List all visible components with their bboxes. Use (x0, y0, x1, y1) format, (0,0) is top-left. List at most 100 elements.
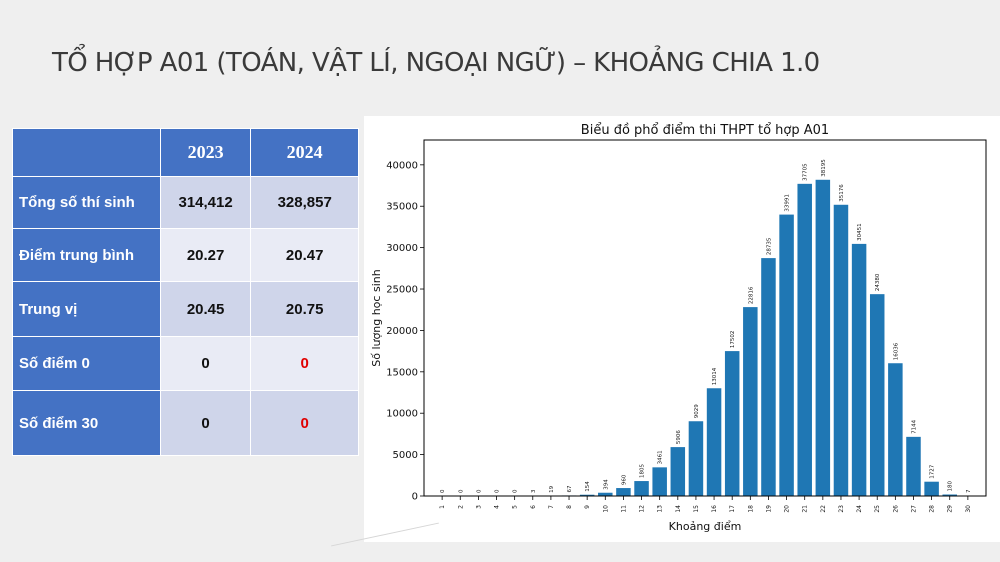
bar (670, 447, 686, 496)
cell-2023: 20.45 (159, 281, 252, 337)
bar (598, 492, 613, 496)
slide-title: TỔ HỢP A01 (TOÁN, VẬT LÍ, NGOẠI NGỮ) – K… (52, 48, 820, 78)
table-header-2023: 2023 (159, 128, 252, 177)
bar-value-label: 38195 (821, 159, 827, 177)
bar-value-label: 30451 (857, 223, 863, 241)
bar-value-label: 0 (458, 489, 464, 493)
bar (869, 294, 885, 496)
table-header-empty (12, 128, 161, 177)
bar-value-label: 394 (603, 479, 609, 490)
bar (724, 351, 740, 496)
bar-value-label: 37705 (803, 163, 809, 181)
y-tick-label: 20000 (386, 326, 418, 337)
bar-value-label: 5906 (676, 430, 682, 444)
x-tick-label: 13 (657, 505, 664, 513)
chart-panel: Biểu đồ phổ điểm thi THPT tổ hợp A01 0 500… (364, 116, 1000, 542)
bar-value-label: 0 (476, 489, 482, 493)
bar-value-label: 0 (495, 489, 501, 493)
bar (579, 494, 595, 496)
x-tick-label: 18 (747, 505, 754, 513)
bar-value-label: 33991 (785, 194, 791, 212)
x-tick-label: 2 (457, 505, 464, 509)
x-tick-label: 20 (784, 505, 791, 513)
table-row-score-zero: Số điểm 0 0 0 (12, 336, 359, 391)
stats-table: 2023 2024 Tổng số thí sinh 314,412 328,8… (12, 128, 359, 456)
bar-value-label: 0 (440, 489, 446, 493)
bar-value-label: 22816 (748, 286, 754, 304)
bar-value-label: 7 (966, 489, 972, 493)
plot-frame (423, 139, 987, 497)
bar (797, 183, 812, 496)
y-tick-label: 35000 (386, 202, 418, 213)
row-label: Tổng số thí sinh (12, 176, 161, 229)
bar (833, 204, 849, 496)
y-tick-label: 0 (412, 492, 418, 503)
bar (942, 494, 957, 496)
x-tick-label: 1 (439, 505, 446, 509)
x-tick-label: 9 (584, 505, 591, 509)
cell-2024: 0 (250, 336, 359, 391)
bar (906, 436, 921, 496)
x-tick-label: 26 (892, 505, 899, 513)
x-tick-label: 27 (910, 505, 917, 513)
bar-value-label: 19 (549, 485, 555, 492)
x-tick-label: 6 (530, 505, 537, 509)
bar-value-label: 17502 (730, 331, 736, 349)
x-tick-label: 21 (802, 505, 809, 513)
x-tick-label: 22 (820, 505, 827, 513)
row-label: Trung vị (12, 281, 161, 337)
bar (616, 488, 631, 496)
score-distribution-chart: Biểu đồ phổ điểm thi THPT tổ hợp A010500… (370, 123, 987, 533)
bar-value-label: 3 (531, 489, 537, 493)
x-tick-label: 8 (566, 505, 573, 509)
bar-value-label: 3461 (658, 450, 664, 464)
bar-value-label: 9029 (694, 404, 700, 418)
x-tick-label: 5 (512, 505, 519, 509)
bar (706, 388, 722, 496)
bar-value-label: 154 (585, 481, 591, 492)
bar-value-label: 0 (513, 489, 519, 493)
x-tick-label: 23 (838, 505, 845, 513)
cell-2023: 20.27 (159, 228, 252, 282)
cell-2024: 20.75 (250, 281, 359, 337)
cell-2023: 0 (159, 390, 252, 456)
bar-value-label: 67 (567, 485, 573, 492)
chart-title: Biểu đồ phổ điểm thi THPT tổ hợp A01 (581, 123, 829, 138)
x-tick-label: 29 (947, 505, 954, 513)
y-tick-label: 30000 (386, 243, 418, 254)
x-tick-label: 12 (639, 505, 646, 513)
cell-2023: 0 (159, 336, 252, 391)
bar-value-label: 7144 (911, 419, 917, 433)
table-header-2024: 2024 (250, 128, 359, 177)
row-label: Điểm trung bình (12, 228, 161, 282)
cell-2024: 328,857 (250, 176, 359, 229)
bar-value-label: 16036 (893, 342, 899, 360)
table-row-median: Trung vị 20.45 20.75 (12, 281, 359, 337)
x-tick-label: 3 (475, 505, 482, 509)
bar (743, 307, 758, 496)
table-row-score-thirty: Số điểm 30 0 0 (12, 390, 359, 456)
bar-value-label: 180 (948, 481, 954, 492)
bar-value-label: 24380 (875, 273, 881, 291)
table-header-row: 2023 2024 (12, 128, 359, 177)
x-tick-label: 10 (602, 505, 609, 513)
x-axis-label: Khoảng điểm (669, 520, 742, 533)
y-tick-label: 15000 (386, 367, 418, 378)
y-tick-label: 40000 (386, 160, 418, 171)
bar (815, 179, 831, 496)
x-tick-label: 15 (693, 505, 700, 513)
row-label: Số điểm 30 (12, 390, 161, 456)
y-tick-label: 5000 (393, 450, 418, 461)
cell-2024: 20.47 (250, 228, 359, 282)
x-tick-label: 4 (494, 505, 501, 509)
cell-2023: 314,412 (159, 176, 252, 229)
x-tick-label: 16 (711, 505, 718, 513)
cell-2024: 0 (250, 390, 359, 456)
x-tick-label: 11 (620, 505, 627, 513)
x-tick-label: 14 (675, 505, 682, 513)
row-label: Số điểm 0 (12, 336, 161, 391)
bar-value-label: 1727 (930, 464, 936, 478)
x-tick-label: 24 (856, 505, 863, 513)
bar (779, 214, 794, 497)
bar (634, 481, 649, 496)
